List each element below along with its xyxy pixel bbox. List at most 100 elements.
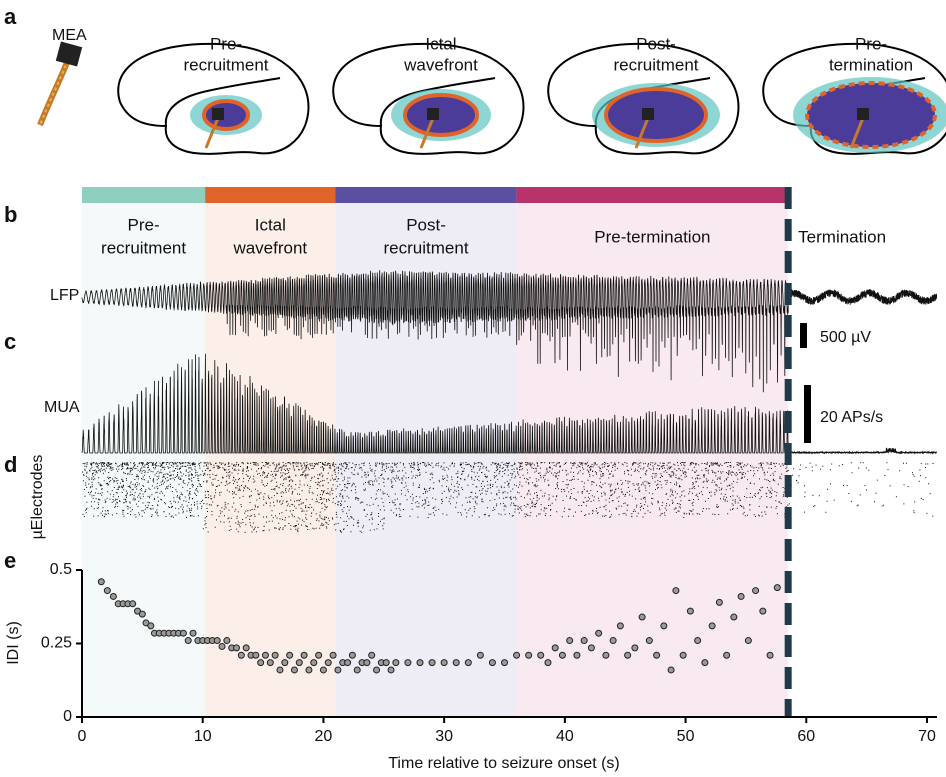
- idi-point: [587, 644, 595, 652]
- y-tick-label: 0.25: [41, 635, 72, 652]
- stage-label: Ictal: [425, 34, 456, 53]
- idi-point: [645, 637, 653, 645]
- brain-cartoon: Post-recruitment: [547, 34, 740, 155]
- recruited-core: [403, 93, 479, 137]
- mua-scale-bar: [804, 385, 811, 443]
- idi-point: [310, 659, 318, 667]
- idi-point: [737, 592, 745, 600]
- idi-point: [544, 659, 552, 667]
- idi-point: [237, 651, 245, 659]
- electrode-tip: [427, 108, 439, 120]
- brain-cartoon: Pre-termination: [762, 34, 946, 155]
- idi-point: [766, 651, 774, 659]
- idi-point: [440, 659, 448, 667]
- panel-letter: b: [4, 202, 17, 227]
- stage-label: recruitment: [183, 55, 268, 74]
- idi-point: [97, 578, 105, 586]
- x-tick-label: 60: [797, 728, 815, 745]
- idi-point: [305, 666, 313, 674]
- x-tick-label: 40: [556, 728, 574, 745]
- idi-point: [566, 637, 574, 645]
- idi-point: [257, 659, 265, 667]
- idi-point: [281, 659, 289, 667]
- x-tick-label: 30: [435, 728, 453, 745]
- idi-point: [525, 651, 533, 659]
- mea-icon: [37, 41, 83, 127]
- phase-label: recruitment: [384, 238, 469, 257]
- idi-point: [708, 622, 716, 630]
- idi-point: [667, 666, 675, 674]
- electrode: [204, 117, 220, 149]
- idi-point: [261, 651, 269, 659]
- idi-point: [329, 651, 337, 659]
- phase-bar: [205, 187, 336, 203]
- idi-point: [631, 644, 639, 652]
- idi-point: [660, 622, 668, 630]
- idi-point: [452, 659, 460, 667]
- phase-label: recruitment: [101, 238, 186, 257]
- x-tick-label: 10: [194, 728, 212, 745]
- idi-point: [723, 651, 731, 659]
- phase-bar: [335, 187, 517, 203]
- idi-point: [428, 659, 436, 667]
- idi-point: [558, 651, 566, 659]
- idi-point: [295, 659, 303, 667]
- idi-point: [404, 659, 412, 667]
- idi-point: [464, 659, 472, 667]
- x-tick-label: 0: [78, 728, 87, 745]
- electrode-tip: [212, 108, 224, 120]
- x-tick-label: 50: [677, 728, 695, 745]
- y-tick-label: 0: [63, 708, 72, 725]
- idi-point: [184, 637, 192, 645]
- idi-point: [382, 659, 390, 667]
- lfp-trace: [81, 270, 938, 393]
- idi-point: [223, 637, 231, 645]
- lfp-scale-label: 500 µV: [820, 329, 871, 346]
- lfp-scale-bar: [800, 323, 807, 348]
- idi-point: [744, 637, 752, 645]
- idi-point: [276, 666, 284, 674]
- idi-point: [701, 659, 709, 667]
- idi-point: [679, 651, 687, 659]
- phase-label: Pre-: [128, 215, 160, 234]
- idi-point: [368, 651, 376, 659]
- termination-label: Termination: [798, 227, 886, 246]
- idi-point: [624, 651, 632, 659]
- y-axis-label: IDI (s): [5, 621, 22, 665]
- phase-label: wavefront: [232, 238, 307, 257]
- stage-label: recruitment: [613, 55, 698, 74]
- mea-label: MEA: [52, 27, 87, 44]
- idi-point: [179, 629, 187, 637]
- idi-point: [218, 642, 226, 650]
- x-tick-label: 70: [918, 728, 936, 745]
- phase-label: Post-: [406, 215, 446, 234]
- idi-point: [319, 666, 327, 674]
- electrode: [634, 117, 650, 149]
- idi-point: [147, 622, 155, 630]
- idi-point: [488, 659, 496, 667]
- y-tick-label: 0.5: [50, 561, 72, 578]
- idi-point: [773, 584, 781, 592]
- idi-point: [334, 666, 342, 674]
- idi-point: [694, 637, 702, 645]
- idi-point: [189, 629, 197, 637]
- panel-letter: d: [4, 452, 17, 477]
- recruited-core: [202, 99, 250, 131]
- x-axis-label: Time relative to seizure onset (s): [388, 755, 619, 772]
- mua-label: MUA: [44, 399, 80, 416]
- recruited-core: [604, 87, 708, 143]
- phase-label: Pre-termination: [594, 227, 710, 246]
- idi-point: [686, 607, 694, 615]
- idi-point: [363, 659, 371, 667]
- recruited-core: [805, 81, 937, 149]
- idi-point: [752, 587, 760, 595]
- stage-label: Pre-: [210, 34, 242, 53]
- electrode: [419, 117, 435, 149]
- lfp-label: LFP: [50, 287, 79, 304]
- electrode-tip: [642, 108, 654, 120]
- idi-point: [129, 600, 137, 608]
- idi-point: [233, 644, 241, 652]
- stage-label: wavefront: [403, 55, 478, 74]
- x-tick-label: 20: [315, 728, 333, 745]
